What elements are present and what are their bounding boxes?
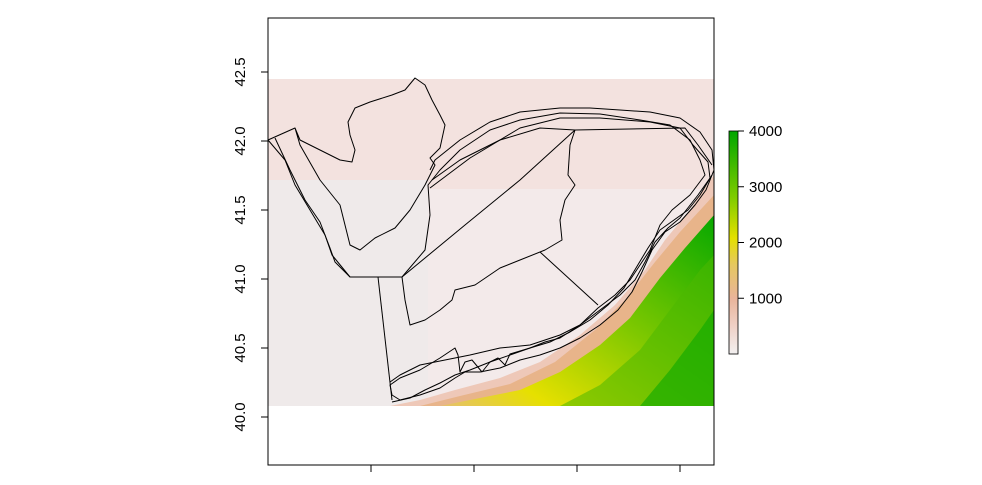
legend-label: 2000 [749, 235, 782, 252]
y-tick-label: 41.5 [232, 195, 249, 224]
legend-label: 1000 [749, 290, 782, 307]
legend-label: 3000 [749, 179, 782, 196]
y-tick-label: 40.5 [232, 333, 249, 362]
y-axis: 40.0 40.5 41.0 41.5 42.0 42.5 [232, 57, 269, 432]
y-tick-label: 42.5 [232, 57, 249, 86]
color-legend: 1000 2000 3000 4000 [728, 123, 782, 355]
legend-label: 4000 [749, 123, 782, 140]
y-tick-label: 40.0 [232, 402, 249, 431]
x-axis [268, 464, 714, 472]
y-tick-label: 42.0 [232, 126, 249, 155]
y-tick-label: 41.0 [232, 264, 249, 293]
region-boundaries [267, 77, 715, 403]
legend-colorbar [728, 130, 739, 355]
elevation-raster [268, 79, 714, 406]
